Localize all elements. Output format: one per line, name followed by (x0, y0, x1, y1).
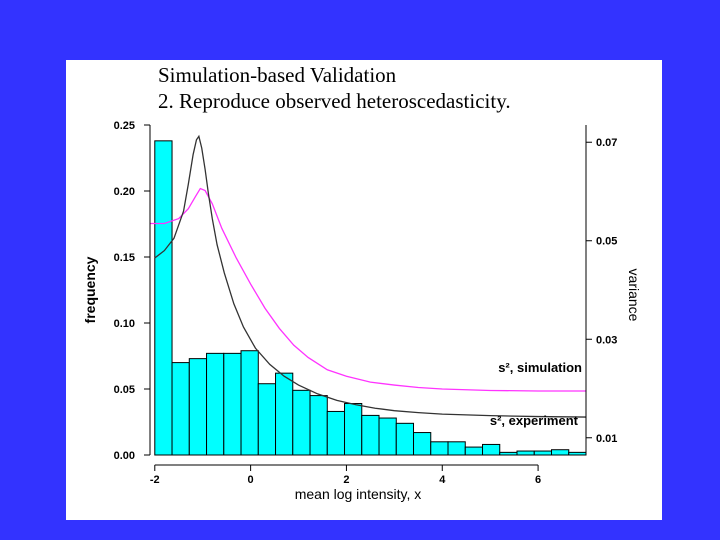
y-tick-label-left: 0.25 (114, 120, 135, 132)
histogram-bar (395, 422, 415, 456)
histogram-bar (482, 443, 501, 456)
y-tick-label-right: 0.01 (596, 433, 617, 445)
y-tick-label-left: 0.20 (114, 186, 135, 198)
y-axis-title-right: variance (626, 269, 642, 322)
histogram-bar (240, 350, 259, 456)
histogram-bar (551, 449, 570, 456)
histogram-bar (533, 450, 553, 456)
histogram-bar (206, 352, 225, 456)
histogram-bar (464, 446, 484, 456)
histogram-bar (326, 410, 346, 456)
y-tick-label-left: 0.00 (114, 450, 135, 462)
y-tick-label-right: 0.03 (596, 334, 617, 346)
histogram-bar (516, 450, 535, 456)
chart-axes: -2 0 2 4 6 0.00 0.05 0.10 0.15 0.20 0.25 0.01 0.03 0.… (114, 120, 618, 486)
slide-title-block: Simulation-based Validation 2. Reproduce… (158, 62, 511, 114)
y-tick-label-left: 0.05 (114, 384, 135, 396)
histogram-bar (413, 432, 432, 456)
variance-curves (150, 134, 587, 418)
x-tick-label: 4 (439, 474, 446, 486)
histogram-bars (154, 140, 587, 456)
histogram-bar (257, 383, 277, 456)
x-tick-label: 2 (343, 474, 349, 486)
y-tick-label-left: 0.10 (114, 318, 135, 330)
histogram-bar (568, 451, 587, 456)
histogram-bar (171, 362, 190, 456)
x-axis-title: mean log intensity, x (295, 486, 422, 502)
x-tick-label: 0 (248, 474, 254, 486)
simulation-variance-line (150, 187, 586, 392)
histogram-bar (447, 441, 466, 456)
histogram-bar (499, 451, 518, 456)
histogram-bar (292, 389, 311, 456)
histogram-bar (361, 414, 380, 456)
slide-title: Simulation-based Validation (158, 63, 397, 87)
histogram-bar (223, 352, 242, 456)
x-tick-label: 6 (535, 474, 541, 486)
histogram-bar (309, 395, 328, 456)
x-tick-label: -2 (150, 474, 160, 486)
experiment-variance-line (154, 134, 587, 418)
histogram-bar (275, 372, 294, 456)
slide-subtitle: 2. Reproduce observed heteroscedasticity… (158, 89, 511, 113)
histogram-bar (154, 140, 173, 456)
y-tick-label-left: 0.15 (114, 252, 135, 264)
histogram-bar (378, 417, 397, 456)
legend-label-experiment: s², experiment (490, 413, 579, 428)
y-tick-label-right: 0.07 (596, 137, 617, 149)
histogram-bar (344, 403, 363, 456)
histogram-bar (430, 441, 449, 456)
legend-label-simulation: s², simulation (498, 360, 582, 375)
y-axis-title-left: frequency (82, 256, 98, 323)
y-tick-label-right: 0.05 (596, 236, 617, 248)
histogram-bar (188, 358, 208, 456)
